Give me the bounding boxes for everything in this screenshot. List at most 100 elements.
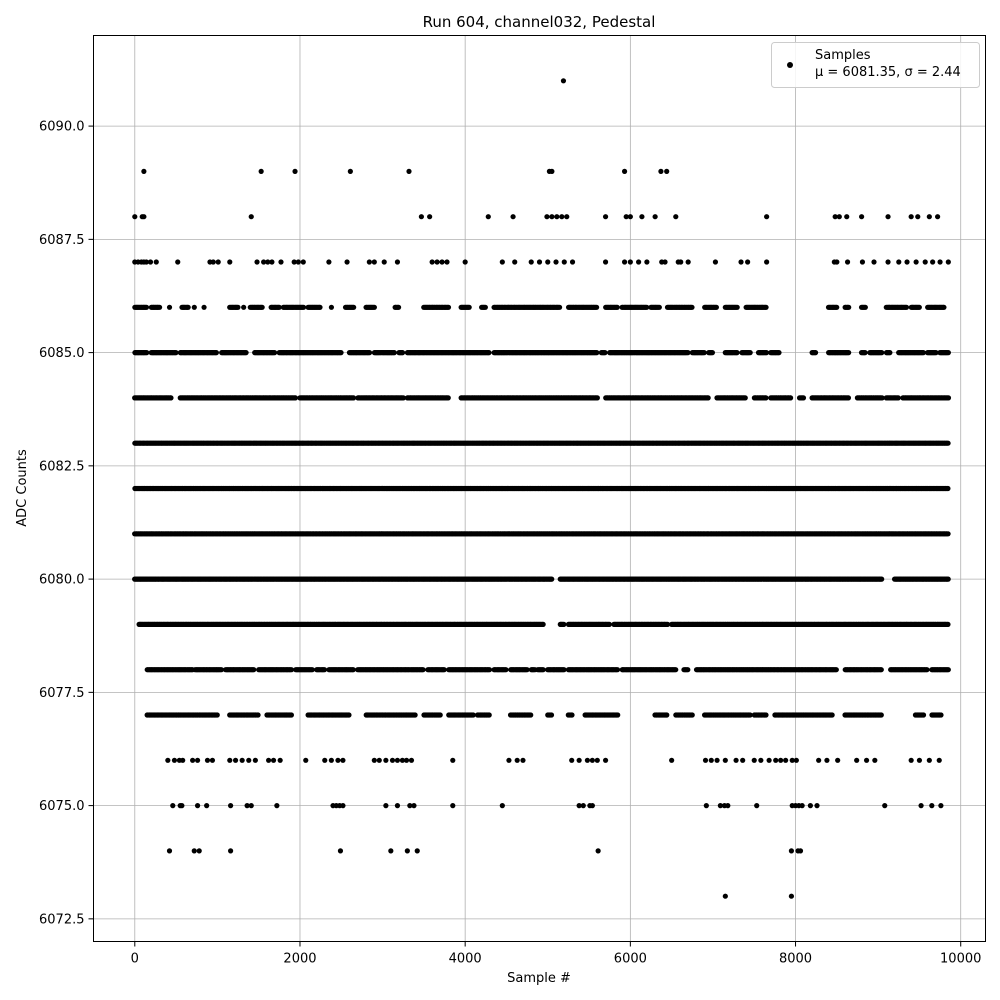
data-point [266, 757, 272, 763]
data-point [576, 803, 582, 809]
data-point [214, 712, 220, 718]
data-point [945, 576, 951, 582]
data-point [673, 667, 679, 673]
data-point [376, 757, 382, 763]
data-point [589, 757, 595, 763]
data-point [722, 757, 728, 763]
data-point [872, 757, 878, 763]
data-point [540, 621, 546, 628]
data-point [614, 667, 621, 673]
data-point [486, 667, 493, 673]
data-point [929, 803, 935, 809]
data-point [514, 757, 520, 763]
data-point [277, 757, 283, 763]
data-point [437, 712, 443, 718]
data-point [335, 757, 341, 763]
data-point [816, 757, 822, 763]
data-point [703, 803, 709, 809]
data-point [180, 757, 186, 763]
data-point [251, 667, 257, 673]
data-point [170, 803, 176, 809]
data-point [450, 803, 456, 809]
data-point [580, 803, 586, 809]
data-point [824, 757, 830, 763]
data-point [227, 757, 233, 763]
data-point [190, 757, 196, 763]
data-point [388, 848, 394, 854]
data-point [664, 712, 670, 718]
data-point [945, 667, 951, 673]
data-point [814, 803, 820, 809]
data-point [337, 848, 344, 854]
data-point [371, 757, 377, 763]
data-point [882, 803, 888, 809]
data-point [717, 803, 723, 809]
data-point [669, 757, 675, 763]
data-point [204, 803, 210, 809]
data-point [920, 712, 927, 718]
data-point [383, 757, 389, 763]
data-point [209, 757, 216, 763]
data-point [350, 667, 356, 673]
data-point [594, 757, 600, 763]
data-point [945, 621, 951, 628]
data-point [595, 848, 601, 854]
data-point [908, 757, 914, 763]
data-point [196, 848, 202, 854]
data-point [470, 712, 476, 718]
data-point [763, 712, 769, 718]
data-point [309, 667, 315, 673]
data-point [714, 757, 720, 763]
data-point [783, 757, 789, 763]
data-point [733, 757, 739, 763]
data-point [232, 757, 239, 763]
data-point [747, 712, 753, 718]
data-point [916, 757, 923, 763]
data-point [328, 757, 334, 763]
data-point [528, 712, 534, 718]
data-point [799, 803, 805, 809]
data-point [403, 757, 410, 763]
data-point [549, 576, 555, 582]
data-point [503, 667, 509, 673]
data-point [239, 757, 245, 763]
data-point [441, 667, 447, 673]
data-point [420, 667, 426, 673]
data-point [408, 757, 415, 763]
data-point [394, 803, 401, 809]
data-point [561, 667, 567, 673]
data-point [945, 531, 951, 537]
data-point [194, 757, 201, 763]
data-point [414, 848, 420, 854]
data-point [602, 757, 609, 763]
data-point [924, 667, 930, 673]
data-point [569, 757, 575, 763]
data-point [303, 757, 309, 763]
data-point [766, 757, 772, 763]
data-point [165, 757, 171, 763]
data-point [540, 667, 546, 673]
data-point [244, 803, 250, 809]
data-point [584, 757, 591, 763]
data-point [833, 667, 839, 673]
data-point [321, 667, 328, 673]
data-point [938, 712, 944, 718]
data-point [270, 757, 277, 763]
data-point [938, 803, 944, 809]
data-point [399, 757, 405, 763]
data-point [520, 757, 526, 763]
data-point [450, 757, 456, 763]
data-point [255, 712, 261, 718]
data-point [166, 848, 173, 854]
data-point [702, 757, 709, 763]
data-point [561, 621, 567, 628]
data-point [404, 848, 410, 854]
data-point [576, 757, 582, 763]
data-point [412, 712, 418, 718]
data-point [389, 757, 396, 763]
data-point [689, 712, 695, 718]
data-point [218, 667, 225, 673]
data-point [793, 757, 799, 763]
data-point [807, 803, 814, 809]
